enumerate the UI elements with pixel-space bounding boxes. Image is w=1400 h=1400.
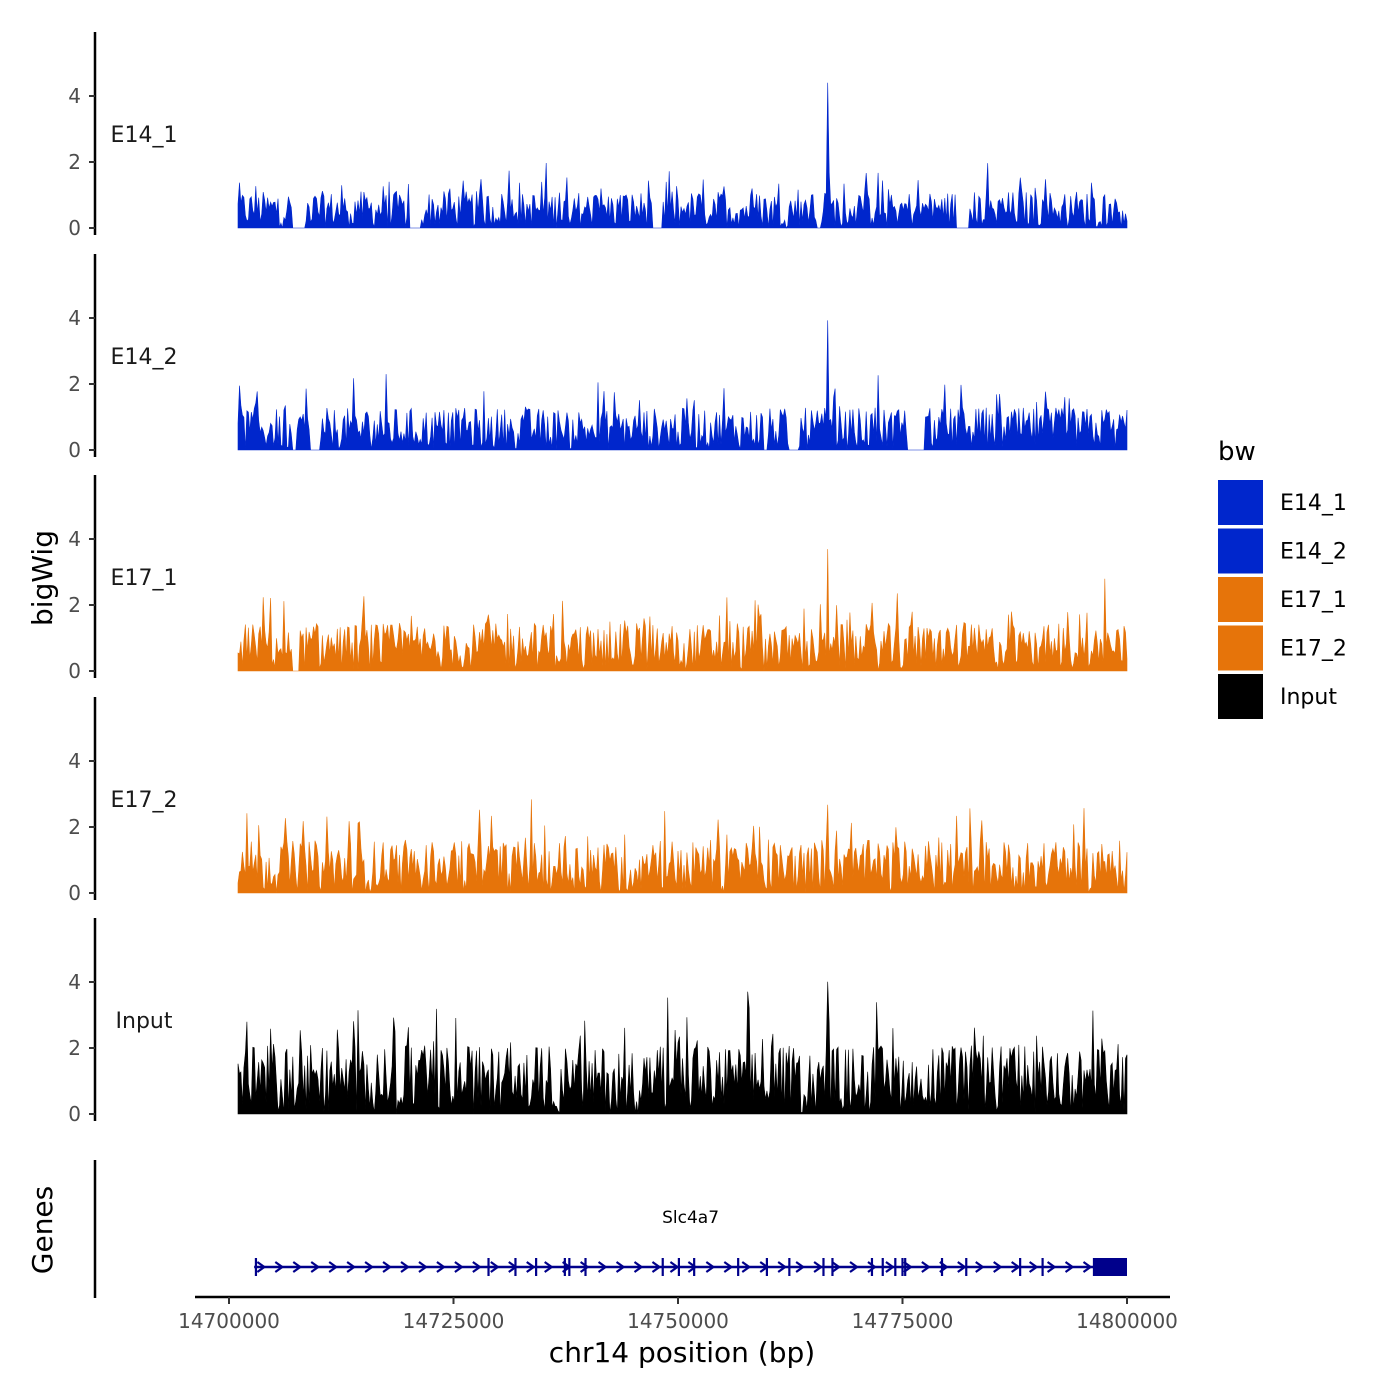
strand-chevron [615, 1261, 626, 1273]
strand-chevron [472, 1261, 482, 1273]
strand-chevron [436, 1261, 446, 1273]
strand-chevron [867, 1261, 877, 1273]
y-tick-label: 0 [68, 216, 81, 240]
x-axis-title: chr14 position (bp) [549, 1336, 815, 1369]
strand-chevron [579, 1261, 590, 1273]
strand-chevron [957, 1261, 967, 1273]
x-tick-label: 14725000 [403, 1309, 505, 1333]
y-tick-label: 4 [68, 749, 81, 773]
signal-area [237, 549, 1128, 672]
strand-chevron [526, 1261, 536, 1273]
signal-area [237, 799, 1128, 894]
y-tick-label: 4 [68, 527, 81, 551]
track-e17-1: 0 2 4 E17_1 [68, 475, 1128, 683]
legend-label: E14_2 [1280, 540, 1347, 565]
strand-chevron [274, 1261, 285, 1273]
strand-chevron [310, 1261, 321, 1273]
y-tick-label: 2 [68, 372, 81, 396]
strand-chevron [400, 1261, 410, 1273]
strand-chevron [454, 1261, 464, 1273]
strand-chevron [669, 1261, 680, 1273]
strand-chevron [1028, 1261, 1039, 1273]
y-tick-label: 4 [68, 970, 81, 994]
track-label: E17_1 [111, 566, 178, 591]
legend-label: E17_2 [1280, 637, 1347, 662]
legend-swatch [1218, 480, 1263, 525]
strand-chevron [1082, 1261, 1093, 1273]
y-tick-label: 0 [68, 659, 81, 683]
strand-chevron [292, 1261, 303, 1273]
genes-panel: Slc4a7 [93, 1160, 1127, 1298]
strand-chevron [777, 1261, 788, 1273]
strand-chevron [1011, 1261, 1021, 1273]
strand-chevron [993, 1261, 1003, 1273]
x-tick-label: 14700000 [178, 1309, 280, 1333]
legend: bw E14_1 E14_2 E17_1 E17_2 Input [1218, 437, 1347, 719]
track-e17-2: 0 2 4 E17_2 [68, 697, 1128, 905]
legend-label: E14_1 [1280, 491, 1347, 516]
y-tick-label: 0 [68, 881, 81, 905]
legend-label: Input [1280, 685, 1337, 710]
bigwig-tracks: 0 2 4 E14_1 0 2 4 E14_2 0 2 4 E17_1 0 2 4 E17_2 0 2 4 Input [68, 32, 1128, 1126]
y-tick-label: 2 [68, 1036, 81, 1060]
gene-label: Slc4a7 [662, 1208, 719, 1228]
track-e14-2: 0 2 4 E14_2 [68, 254, 1128, 462]
strand-chevron [813, 1261, 823, 1273]
track-e14-1: 0 2 4 E14_1 [68, 32, 1128, 240]
strand-chevron [705, 1261, 716, 1273]
strand-chevron [364, 1261, 374, 1273]
track-label: E14_1 [111, 123, 178, 148]
track-label: E14_2 [111, 345, 178, 370]
legend-swatch [1218, 674, 1263, 719]
strand-chevron [795, 1261, 806, 1273]
strand-chevron [651, 1261, 662, 1273]
signal-area [237, 82, 1128, 229]
strand-chevron [490, 1261, 500, 1273]
signal-area [237, 981, 1128, 1115]
strand-chevron [544, 1261, 554, 1273]
strand-chevron [1064, 1261, 1075, 1273]
strand-chevron [741, 1261, 752, 1273]
x-tick-label: 14800000 [1076, 1309, 1178, 1333]
track-label: E17_2 [111, 788, 178, 813]
y-tick-label: 0 [68, 1102, 81, 1126]
strand-chevron [921, 1261, 931, 1273]
strand-chevron [633, 1261, 644, 1273]
strand-chevron [418, 1261, 428, 1273]
y-tick-label: 2 [68, 815, 81, 839]
legend-swatch [1218, 528, 1263, 574]
legend-title: bw [1218, 437, 1256, 467]
strand-chevron [597, 1261, 608, 1273]
legend-swatch [1218, 577, 1263, 622]
strand-chevron [346, 1261, 357, 1273]
strand-chevron [975, 1261, 985, 1273]
strand-chevron [831, 1261, 841, 1273]
strand-chevron [885, 1261, 895, 1273]
strand-chevron [256, 1261, 267, 1273]
x-axis: 14700000 14725000 14750000 14775000 14800000 [178, 1295, 1178, 1333]
y-tick-label: 4 [68, 306, 81, 330]
strand-chevron [1046, 1261, 1057, 1273]
strand-chevron [382, 1261, 392, 1273]
legend-swatch [1218, 625, 1263, 671]
strand-chevron [849, 1261, 859, 1273]
genes-panel-title: Genes [26, 1186, 59, 1274]
strand-chevron [687, 1261, 698, 1273]
y-tick-label: 2 [68, 150, 81, 174]
utr-block [1092, 1258, 1127, 1276]
y-tick-label: 4 [68, 84, 81, 108]
track-input: 0 2 4 Input [68, 918, 1128, 1126]
signal-area [237, 320, 1128, 451]
y-tick-label: 2 [68, 593, 81, 617]
legend-label: E17_1 [1280, 588, 1347, 613]
strand-chevron [328, 1261, 339, 1273]
y-tick-label: 0 [68, 438, 81, 462]
track-label: Input [116, 1009, 173, 1034]
x-tick-label: 14775000 [852, 1309, 954, 1333]
strand-chevron [723, 1261, 734, 1273]
x-tick-label: 14750000 [627, 1309, 729, 1333]
y-axis-title: bigWig [26, 530, 59, 626]
